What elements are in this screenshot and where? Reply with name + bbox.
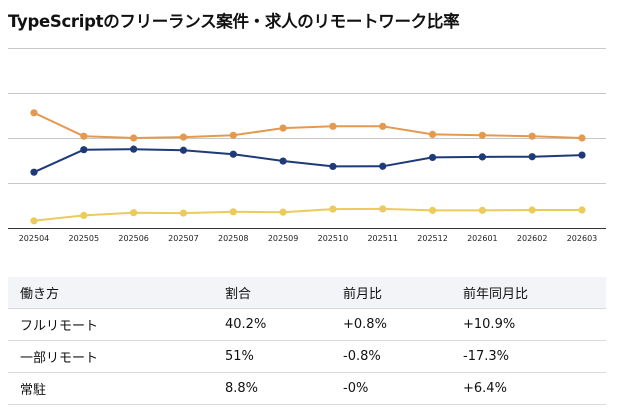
row-year-over-year: -17.3%	[463, 340, 606, 373]
x-tick-label: 202507	[168, 234, 199, 243]
data-point	[30, 109, 38, 117]
table-row: 一部リモート 51% -0.8% -17.3%	[8, 340, 606, 373]
x-tick-label: 202511	[367, 234, 398, 243]
series-line	[33, 111, 583, 139]
data-point	[130, 134, 138, 142]
page-title: TypeScriptのフリーランス案件・求人のリモートワーク比率	[8, 12, 460, 31]
table-header-row: 働き方 割合 前月比 前年同月比	[8, 277, 606, 309]
data-point	[528, 132, 536, 140]
header-month-over-month: 前月比	[343, 277, 463, 309]
row-work-style: 一部リモート	[8, 340, 225, 373]
table-row: フルリモート 40.2% +0.8% +10.9%	[8, 308, 606, 341]
data-point	[80, 132, 88, 140]
x-tick-label: 202509	[268, 234, 299, 243]
data-point	[478, 131, 486, 139]
data-point	[329, 122, 337, 130]
data-point	[578, 134, 586, 142]
data-point	[30, 168, 38, 176]
row-work-style: 常駐	[8, 372, 225, 405]
data-point	[130, 209, 138, 217]
x-tick-label: 202602	[517, 234, 548, 243]
x-tick-label: 202601	[467, 234, 498, 243]
row-ratio: 51%	[225, 340, 343, 373]
row-year-over-year: +10.9%	[463, 308, 606, 341]
x-tick-label: 202506	[118, 234, 149, 243]
data-point	[379, 122, 387, 130]
data-point	[528, 206, 536, 214]
x-tick-label: 202505	[69, 234, 100, 243]
row-month-over-month: -0%	[343, 372, 463, 405]
series-line	[33, 207, 582, 222]
data-point	[428, 130, 437, 138]
x-tick-label: 202510	[318, 234, 349, 243]
data-point	[130, 145, 138, 153]
data-point	[80, 146, 88, 154]
data-point	[179, 209, 188, 217]
series-line	[33, 148, 583, 174]
data-point	[179, 133, 188, 141]
data-point	[30, 217, 38, 225]
data-point	[229, 150, 237, 158]
row-month-over-month: +0.8%	[343, 308, 463, 341]
row-year-over-year: +6.4%	[463, 372, 606, 405]
data-point	[329, 162, 337, 171]
data-point	[478, 153, 486, 161]
table-row: 常駐 8.8% -0% +6.4%	[8, 372, 606, 405]
data-point	[379, 162, 387, 170]
data-point	[329, 205, 337, 213]
row-ratio: 8.8%	[225, 372, 343, 405]
data-point	[279, 157, 287, 165]
header-work-style: 働き方	[8, 277, 225, 309]
data-point	[528, 153, 536, 161]
data-point	[279, 124, 287, 132]
line-chart: 202504 202505 202506 202507 202508 202509 2025…	[8, 48, 606, 243]
header-year-over-year: 前年同月比	[463, 277, 606, 309]
remote-ratio-table: 働き方 割合 前月比 前年同月比 フルリモート 40.2% +0.8% +10.…	[8, 277, 606, 405]
x-tick-label: 202504	[19, 234, 50, 243]
data-point	[80, 211, 88, 219]
data-point	[578, 151, 586, 159]
data-point	[279, 208, 287, 216]
data-point	[428, 206, 437, 214]
data-point	[229, 131, 237, 139]
row-ratio: 40.2%	[225, 308, 343, 341]
row-month-over-month: -0.8%	[343, 340, 463, 373]
data-point	[179, 146, 188, 154]
row-work-style: フルリモート	[8, 308, 225, 341]
x-tick-label: 202512	[417, 234, 448, 243]
header-ratio: 割合	[225, 277, 343, 309]
data-point	[229, 208, 237, 216]
data-point	[578, 206, 586, 214]
x-tick-label: 202508	[218, 234, 249, 243]
data-point	[428, 153, 437, 162]
data-point	[478, 206, 486, 214]
data-point	[379, 205, 387, 213]
x-tick-label: 202603	[567, 234, 598, 243]
